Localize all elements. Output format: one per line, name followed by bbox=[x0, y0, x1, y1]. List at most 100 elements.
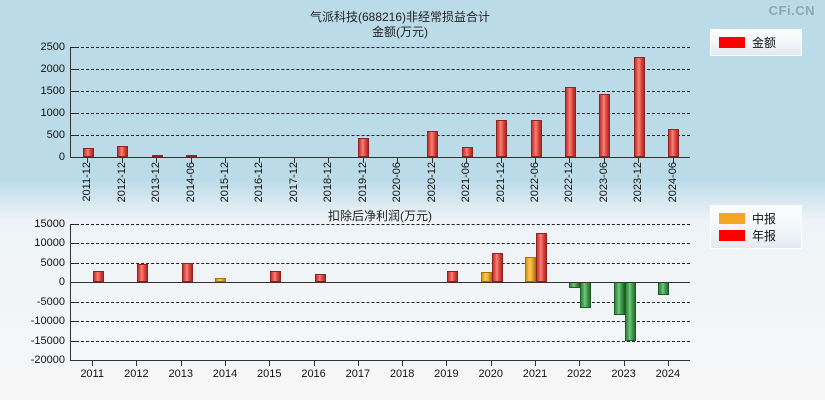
top-x-axis bbox=[70, 157, 690, 163]
x-tick-mark bbox=[136, 361, 138, 366]
x-axis-label: 2017-12 bbox=[287, 162, 300, 203]
y-tick-label: 15000 bbox=[34, 218, 76, 230]
gridline bbox=[71, 321, 690, 323]
bar-negative bbox=[580, 282, 592, 309]
bar-nianbao bbox=[93, 270, 105, 283]
legend-swatch-nianbao bbox=[719, 230, 745, 241]
x-axis-label: 2023-12 bbox=[632, 162, 645, 203]
x-axis-label: 2013-12 bbox=[150, 162, 163, 203]
gridline bbox=[71, 135, 690, 136]
bar-nianbao bbox=[447, 270, 459, 283]
bar-zhongbao bbox=[215, 278, 226, 283]
x-tick-mark bbox=[500, 158, 502, 163]
x-axis-label: 2023 bbox=[611, 368, 636, 380]
x-tick-mark bbox=[362, 158, 364, 163]
x-axis-label: 2022 bbox=[567, 368, 592, 380]
bar-jine bbox=[530, 119, 542, 157]
bottom-chart-title: 扣除后净利润(万元) bbox=[328, 209, 432, 223]
x-tick-mark bbox=[466, 158, 468, 163]
bar-negative bbox=[624, 282, 636, 341]
y-tick-label: 10000 bbox=[34, 237, 76, 249]
bottom-legend: 中报 年报 bbox=[710, 205, 802, 249]
x-axis-label: 2015 bbox=[257, 368, 282, 380]
y-tick-label: 2000 bbox=[41, 63, 76, 75]
watermark: CFi.CN bbox=[768, 3, 815, 18]
gridline bbox=[71, 301, 690, 303]
x-axis-label: 2016 bbox=[301, 368, 326, 380]
bar-zhongbao bbox=[525, 257, 536, 283]
gridline bbox=[71, 47, 690, 48]
top-chart-subtitle: 金额(万元) bbox=[372, 25, 428, 39]
bar-nianbao bbox=[270, 270, 282, 283]
bottom-x-axis bbox=[70, 360, 690, 366]
bar-jine bbox=[496, 120, 508, 157]
x-tick-mark bbox=[446, 361, 448, 366]
x-tick-mark bbox=[397, 158, 399, 163]
x-axis-label: 2018-12 bbox=[322, 162, 335, 203]
y-tick-label: 2500 bbox=[41, 41, 76, 53]
x-tick-mark bbox=[313, 361, 315, 366]
x-tick-mark bbox=[603, 158, 605, 163]
x-tick-mark bbox=[535, 361, 536, 366]
bar-jine bbox=[599, 93, 611, 157]
gridline bbox=[71, 91, 690, 92]
bar-jine bbox=[564, 87, 576, 157]
legend-label-zhongbao: 中报 bbox=[752, 212, 777, 226]
x-tick-mark bbox=[535, 158, 536, 163]
x-tick-mark bbox=[269, 361, 271, 366]
legend-swatch-jine bbox=[719, 37, 745, 48]
legend-item-nianbao[interactable]: 年报 bbox=[719, 227, 791, 244]
bar-jine bbox=[633, 56, 645, 157]
bar-nianbao bbox=[137, 264, 149, 283]
legend-swatch-zhongbao bbox=[719, 213, 745, 224]
x-axis-label: 2015-12 bbox=[219, 162, 231, 203]
bar-jine bbox=[186, 155, 198, 157]
x-axis-label: 2018 bbox=[389, 368, 415, 380]
x-tick-mark bbox=[92, 361, 94, 366]
legend-label-nianbao: 年报 bbox=[752, 229, 777, 243]
bar-nianbao bbox=[314, 273, 326, 283]
legend-label-jine: 金额 bbox=[752, 36, 777, 50]
y-tick-label: -5000 bbox=[37, 296, 76, 308]
zero-line bbox=[71, 282, 690, 284]
x-tick-mark bbox=[672, 158, 674, 163]
x-axis-label: 2022-06 bbox=[529, 162, 541, 203]
bottom-plot-area: 15000 10000 5000 0 -5000 -10000 -15000 -20000 bbox=[31, 218, 690, 366]
x-axis-label: 2011 bbox=[80, 368, 104, 380]
gridline bbox=[71, 69, 690, 70]
y-tick-label: -10000 bbox=[31, 315, 76, 327]
x-axis-label: 2024-06 bbox=[666, 162, 679, 203]
x-axis-label: 2022-12 bbox=[563, 162, 576, 203]
x-axis-label: 2020 bbox=[478, 368, 503, 380]
top-plot-area: 0 500 1000 1500 2000 2500 bbox=[41, 41, 690, 163]
legend-item-jine[interactable]: 金额 bbox=[719, 34, 791, 51]
y-tick-label: -15000 bbox=[31, 335, 76, 347]
bar-nianbao bbox=[491, 252, 503, 283]
bar-nianbao bbox=[536, 232, 547, 283]
x-axis-label: 2019 bbox=[434, 368, 459, 380]
x-tick-mark bbox=[328, 158, 330, 163]
bar-jine bbox=[427, 130, 439, 157]
y-tick-label: 1500 bbox=[41, 85, 76, 97]
x-axis-label: 2024 bbox=[655, 368, 681, 380]
top-chart-title: 气派科技(688216)非经常损益合计 bbox=[309, 10, 491, 24]
x-tick-mark bbox=[180, 361, 182, 366]
x-tick-mark bbox=[87, 158, 89, 163]
x-axis-label: 2017 bbox=[345, 368, 371, 380]
x-tick-mark bbox=[667, 361, 669, 366]
x-axis-label: 2020-06 bbox=[391, 162, 404, 203]
x-axis-label: 2012-12 bbox=[115, 162, 128, 203]
bar-jine bbox=[117, 146, 129, 157]
x-axis-label: 2020-12 bbox=[425, 162, 438, 203]
legend-item-zhongbao[interactable]: 中报 bbox=[719, 210, 791, 227]
y-tick-label: 0 bbox=[59, 276, 76, 288]
gridline bbox=[71, 243, 690, 245]
gridline bbox=[71, 340, 690, 342]
x-axis-label: 2019-12 bbox=[356, 162, 369, 203]
x-tick-mark bbox=[569, 158, 571, 163]
bar-jine bbox=[461, 147, 473, 157]
bottom-chart: 扣除后净利润(万元) 15000 10000 5000 0 -5000 -10000 -15… bbox=[0, 205, 825, 400]
bar-jine bbox=[151, 154, 163, 157]
x-axis-label: 2014-06 bbox=[184, 162, 197, 203]
y-tick-label: 5000 bbox=[41, 257, 76, 269]
